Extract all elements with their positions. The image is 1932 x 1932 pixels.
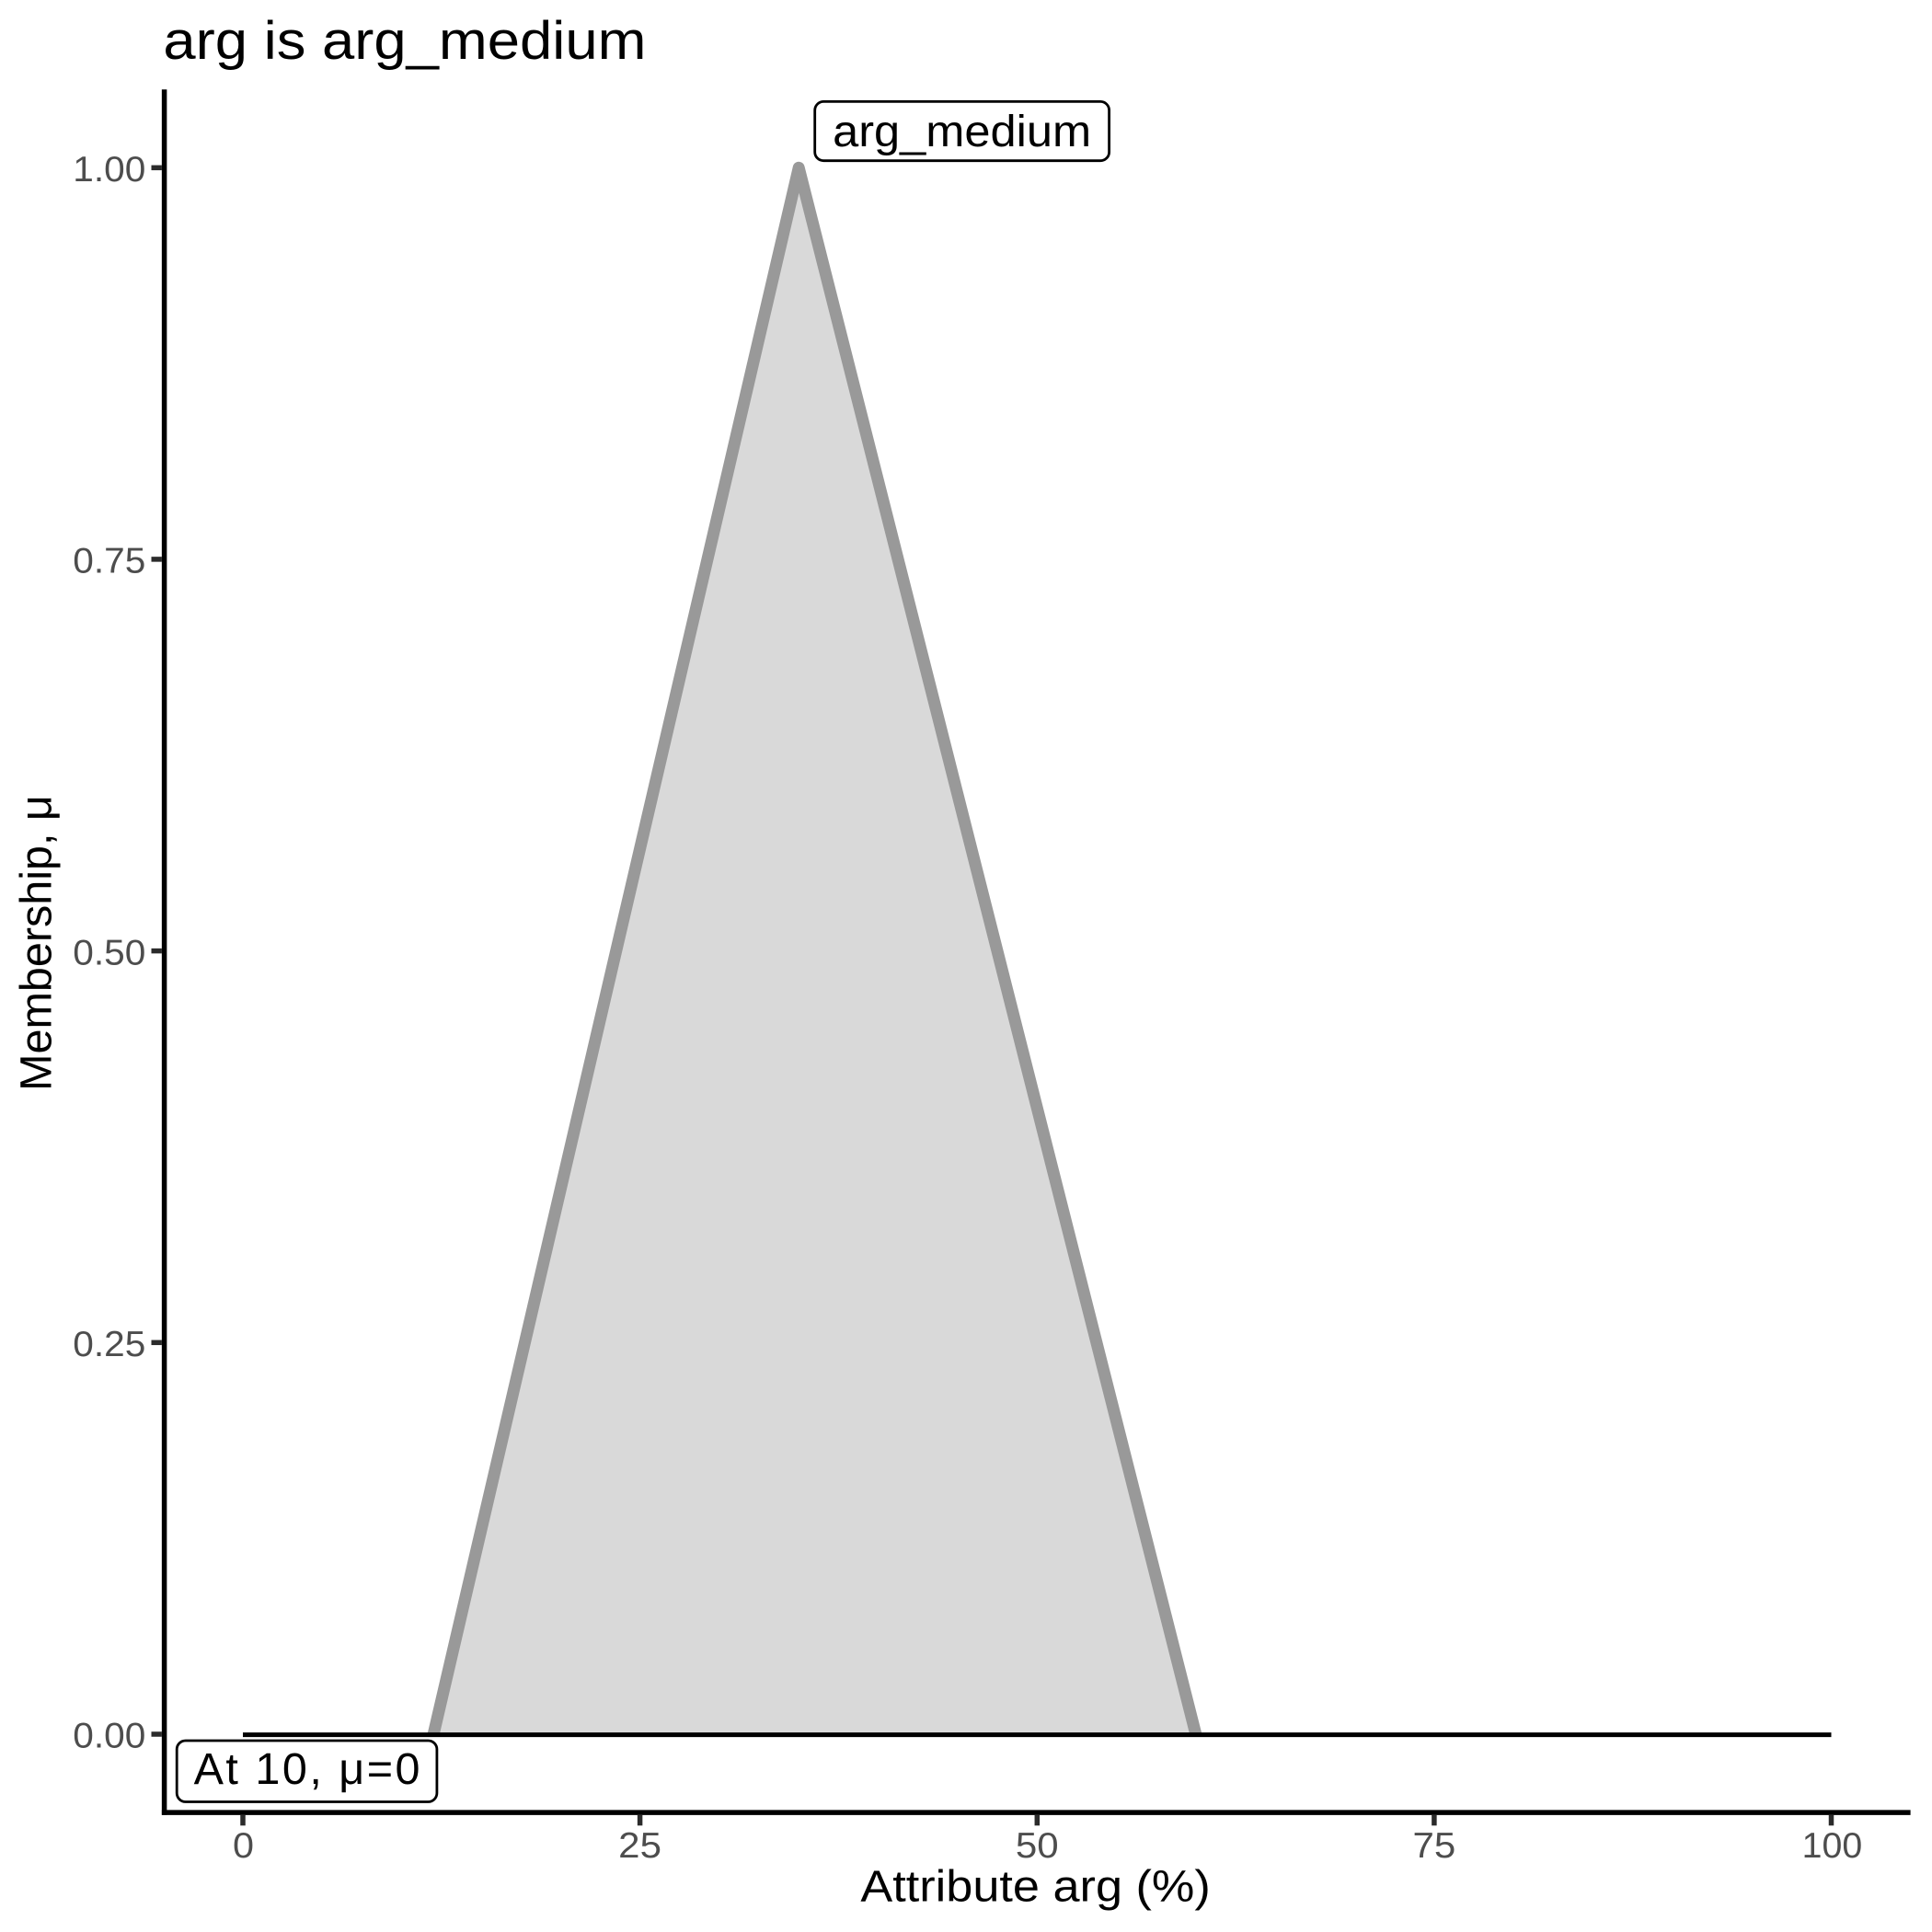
- svg-text:Attribute arg (%): Attribute arg (%): [860, 1862, 1210, 1912]
- svg-text:50: 50: [1016, 1825, 1059, 1866]
- svg-text:At 10, μ=0: At 10, μ=0: [194, 1744, 422, 1794]
- svg-text:100: 100: [1802, 1825, 1863, 1866]
- svg-text:arg is arg_medium: arg is arg_medium: [163, 11, 646, 71]
- svg-text:25: 25: [618, 1825, 661, 1866]
- svg-text:Membership, μ: Membership, μ: [11, 795, 61, 1091]
- svg-text:0: 0: [233, 1825, 254, 1866]
- svg-text:0.75: 0.75: [73, 541, 145, 581]
- svg-text:0.25: 0.25: [73, 1324, 145, 1364]
- svg-text:75: 75: [1413, 1825, 1456, 1866]
- svg-text:arg_medium: arg_medium: [833, 107, 1091, 156]
- svg-text:0.50: 0.50: [73, 932, 145, 972]
- svg-text:0.00: 0.00: [73, 1716, 145, 1756]
- svg-text:1.00: 1.00: [73, 149, 145, 190]
